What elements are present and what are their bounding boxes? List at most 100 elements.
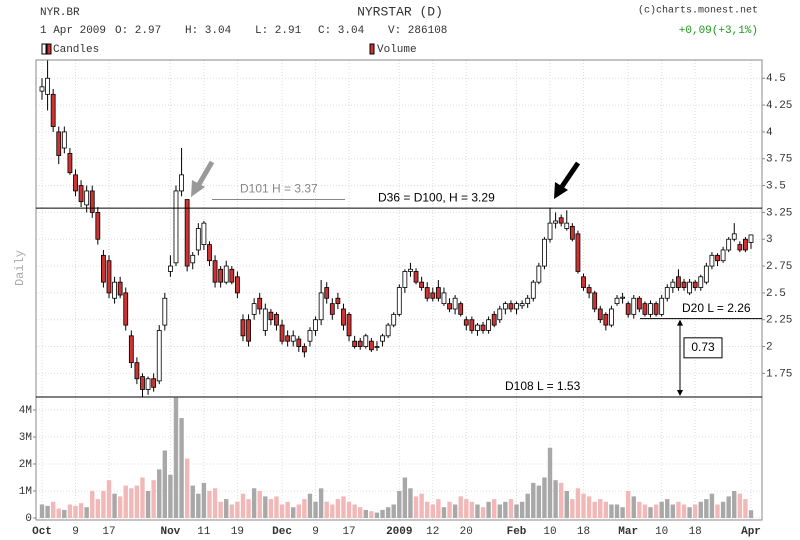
candle-body: [195, 228, 201, 251]
quote-open: O: 2.97: [115, 25, 161, 37]
candle-body: [592, 292, 598, 310]
volume-bar: [665, 499, 670, 518]
candle-body: [731, 233, 737, 240]
candle-body: [542, 238, 547, 267]
volume-bar: [50, 501, 56, 518]
x-tick-label: 19: [231, 526, 244, 538]
candle-body: [435, 287, 441, 299]
y-tick-label: 2: [766, 341, 773, 353]
quote-low: L: 2.91: [255, 25, 302, 37]
candle-body: [346, 313, 352, 337]
x-tick-label: 9: [72, 526, 79, 538]
candle-body: [56, 131, 62, 156]
candle-body: [368, 340, 374, 351]
candle-body: [603, 313, 609, 326]
candle-body: [73, 174, 78, 192]
candle-body: [140, 376, 145, 390]
volume-bar: [570, 499, 575, 518]
candle-body: [61, 131, 67, 149]
y-tick-label: 3.75: [766, 154, 792, 166]
volume-bar: [469, 501, 475, 518]
x-tick-label: 11: [197, 526, 211, 538]
candle-body: [620, 296, 625, 299]
volume-bar: [503, 501, 508, 518]
volume-bar: [246, 499, 251, 518]
candle-body: [424, 287, 430, 299]
volume-bar: [324, 501, 329, 518]
volume-bar: [285, 501, 290, 518]
volume-bar: [631, 496, 636, 518]
volume-bar: [704, 499, 709, 518]
volume-bar: [603, 501, 609, 518]
x-tick-label: 2009: [386, 526, 412, 538]
candle-body: [715, 254, 720, 262]
volume-bar: [291, 507, 296, 518]
candle-body: [692, 281, 698, 288]
candle-body: [687, 281, 692, 294]
candle-body: [631, 297, 637, 315]
candle-body: [251, 303, 257, 315]
candle-body: [179, 174, 184, 192]
volume-bar: [581, 493, 586, 518]
volume-bar: [514, 504, 519, 518]
candle-body: [681, 281, 687, 288]
y-tick-label: 2.25: [766, 315, 792, 327]
candle-body: [329, 303, 335, 315]
x-tick-label: Dec: [272, 526, 292, 538]
candle-body: [458, 303, 464, 315]
volume-bar: [313, 501, 318, 518]
volume-bar: [598, 499, 603, 518]
volume-bar: [508, 499, 514, 518]
volume-bar: [692, 504, 698, 518]
legend-label: Volume: [377, 44, 417, 56]
candle-body: [748, 234, 754, 243]
legend-icon: [46, 43, 52, 55]
volume-bar: [39, 504, 45, 518]
volume-bar: [56, 508, 61, 518]
candle-body: [201, 222, 207, 245]
volume-bar: [575, 488, 581, 518]
volume-bar: [419, 493, 424, 518]
range-box: [683, 337, 723, 359]
volume-bar: [62, 509, 67, 518]
candle-body: [709, 254, 715, 267]
range-arrow-head: [677, 390, 683, 396]
x-tick-label: 18: [577, 526, 590, 538]
candle-body: [134, 362, 140, 380]
candle-body: [452, 297, 458, 310]
candle-body: [659, 297, 665, 315]
candle-body: [553, 220, 559, 224]
volume-bar: [151, 480, 156, 518]
volume-tick-label: 4M: [19, 405, 32, 417]
candle-body: [45, 77, 50, 95]
x-tick-label: 18: [689, 526, 702, 538]
candle-body: [491, 313, 497, 326]
legend-label: Candles: [53, 44, 99, 56]
volume-bar: [698, 501, 703, 518]
volume-bar: [659, 501, 664, 518]
volume-bar: [748, 510, 754, 518]
marks: [39, 60, 754, 518]
volume-bar: [369, 511, 374, 518]
volume-bar: [190, 485, 195, 518]
candle-body: [575, 233, 581, 272]
x-tick-label: 10: [655, 526, 668, 538]
arrow-shaft: [195, 160, 215, 188]
candle-body: [497, 308, 503, 321]
x-tick-label: Nov: [160, 526, 180, 538]
candle-body: [698, 276, 704, 288]
candle-body: [89, 190, 95, 213]
volume-bar: [358, 507, 363, 518]
candle-body: [508, 303, 514, 310]
volume-bar: [547, 447, 553, 518]
volume-bar: [140, 477, 145, 518]
volume-bar: [229, 504, 235, 518]
volume-tick-label: 3M: [19, 432, 32, 444]
x-tick-label: Feb: [507, 526, 527, 538]
candle-body: [168, 265, 173, 272]
volume-bar: [95, 499, 101, 518]
y-tick-label: 3.25: [766, 207, 792, 219]
candle-body: [664, 287, 670, 299]
y-tick-label: 2.5: [766, 288, 786, 300]
candle-body: [106, 260, 112, 294]
